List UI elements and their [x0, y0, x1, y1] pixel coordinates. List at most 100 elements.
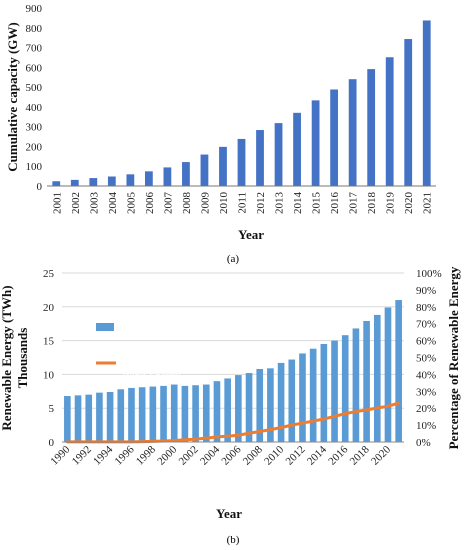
chart-b-bar [138, 387, 146, 442]
chart-b-bar [213, 381, 221, 442]
chart-a-bar [330, 89, 339, 186]
chart-a-x-tick-label: 2010 [218, 192, 230, 215]
chart-b-left-y-tick-label: 25 [43, 268, 55, 280]
legend-label-wind-percentage-line1: Percentage contribution of [122, 357, 239, 369]
chart-b-bar [128, 387, 135, 442]
chart-b-y-axis-title: Renewable Energy (TWh) [0, 285, 14, 430]
chart-a-bar [367, 69, 376, 186]
chart-b-bar [331, 340, 338, 442]
chart-b-left-y-ticks: 0 5 10 15 20 25 [43, 268, 55, 449]
chart-b-right-y-tick-label: 10% [416, 420, 436, 432]
chart-a-x-tick-label: 2013 [274, 192, 286, 215]
chart-b-left-y-tick-label: 20 [43, 302, 55, 314]
chart-a-x-tick-label: 2009 [199, 192, 211, 215]
chart-a-bar [52, 181, 61, 186]
chart-b-bar [117, 389, 125, 442]
chart-a-bar [404, 39, 413, 186]
chart-a-bar [311, 100, 320, 186]
chart-a-bar [256, 130, 264, 186]
chart-a-x-tick-label: 2012 [255, 192, 267, 214]
chart-b-right-y-tick-label: 40% [416, 369, 436, 381]
chart-b-bars [64, 300, 402, 442]
chart-b-right-y-tick-label: 100% [416, 268, 442, 280]
chart-b-bar [320, 343, 328, 442]
chart-b-bar [363, 321, 370, 442]
chart-a-bar [163, 167, 172, 186]
chart-b-bar [267, 368, 274, 442]
legend-swatch-total-renewable [96, 323, 114, 331]
chart-b-bar [106, 391, 114, 442]
legend-label-total-renewable: Total Renewable Eenrgy [122, 322, 231, 334]
chart-a-y-tick-label: 100 [26, 161, 43, 173]
chart-b-bar [341, 335, 349, 442]
chart-b-right-y-ticks: 0% 10% 20% 30% 40% 50% 60% 70% 80% 90% 100% [416, 268, 442, 449]
chart-b-bar [288, 359, 296, 442]
legend-label-wind-percentage-line2: Wind Energy [122, 370, 181, 382]
chart-a-bar [200, 154, 209, 186]
chart-a-bars [52, 20, 431, 187]
chart-a-x-tick-label: 2005 [125, 192, 137, 215]
chart-a-y-tick-label: 700 [26, 43, 43, 55]
chart-a-y-tick-label: 400 [26, 102, 43, 114]
chart-b-bar [235, 375, 242, 442]
chart-b-caption: (b) [227, 534, 240, 546]
chart-b-left-y-tick-label: 0 [49, 437, 55, 449]
chart-a-x-axis-title: Year [238, 227, 264, 242]
chart-a-x-tick-label: 2017 [348, 192, 360, 215]
chart-b-bar [96, 392, 103, 442]
chart-a-y-tick-label: 800 [26, 23, 43, 35]
chart-b-bar [352, 328, 360, 442]
chart-a-x-tick-label: 2015 [311, 192, 323, 215]
chart-a-y-tick-label: 0 [37, 181, 43, 193]
chart-b-bar [74, 395, 82, 442]
chart-a-x-tick-label: 2001 [51, 192, 63, 214]
chart-a-y-tick-label: 200 [26, 141, 43, 153]
chart-a-x-tick-label: 2004 [107, 192, 119, 215]
chart-b-bar [309, 348, 317, 442]
chart-a-y-axis-title: Cumulative capacity (GW) [5, 22, 20, 171]
chart-a-bar [182, 162, 190, 186]
chart-a-x-tick-label: 2021 [422, 192, 434, 214]
chart-b-bar [202, 384, 210, 442]
chart-a-x-tick-label: 2016 [329, 192, 341, 215]
chart-b-bar [85, 394, 93, 442]
chart-b-right-y-tick-label: 90% [416, 285, 436, 297]
chart-a-bar [219, 146, 227, 186]
chart-a-bar [144, 171, 153, 186]
chart-a-bar [126, 174, 135, 186]
chart-b-right-y-tick-label: 20% [416, 403, 436, 415]
chart-a-bar [237, 138, 246, 186]
chart-b-left-y-tick-label: 5 [49, 403, 55, 415]
chart-a-bar [70, 179, 79, 186]
chart-a-x-tick-label: 2008 [181, 192, 193, 215]
chart-b-bar [170, 384, 178, 442]
chart-a-x-tick-label: 2011 [237, 192, 249, 214]
chart-b-left-y-tick-label: 10 [43, 369, 55, 381]
chart-b-right-y-axis-title: Percentage of Renewable Energy [446, 266, 461, 449]
chart-a-x-ticks: 2001 2002 2003 2004 2005 2006 2007 2008 2009 2010… [51, 192, 433, 215]
chart-b-bar [395, 300, 402, 442]
chart-b-x-axis-title: Year [216, 506, 242, 521]
chart-b-bar [373, 314, 381, 442]
chart-b-bar [277, 362, 285, 442]
chart-b-right-y-tick-label: 70% [416, 319, 436, 331]
chart-b-bar [64, 396, 71, 442]
chart-a-bar [348, 79, 357, 186]
chart-a-bar [89, 178, 98, 186]
chart-b-bar [192, 385, 199, 442]
chart-a-x-tick-label: 2019 [385, 192, 397, 215]
chart-a-x-tick-label: 2006 [144, 192, 156, 215]
chart-a-y-tick-label: 500 [26, 82, 43, 94]
chart-b-right-y-tick-label: 0% [416, 437, 431, 449]
chart-a-x-tick-label: 2007 [162, 192, 174, 215]
legend-label-wind-percentage: Percentage contribution of Wind Energy [122, 357, 241, 382]
chart-b-right-y-tick-label: 80% [416, 302, 436, 314]
chart-b-bar [256, 368, 264, 442]
chart-a-x-tick-label: 2018 [366, 192, 378, 215]
chart-a-bar [293, 112, 301, 186]
chart-a-y-tick-label: 900 [26, 3, 43, 15]
chart-b-bar [181, 385, 189, 442]
chart-a-x-tick-label: 2003 [88, 192, 100, 215]
chart-b-y-axis-subtitle: Thousands [15, 328, 30, 389]
